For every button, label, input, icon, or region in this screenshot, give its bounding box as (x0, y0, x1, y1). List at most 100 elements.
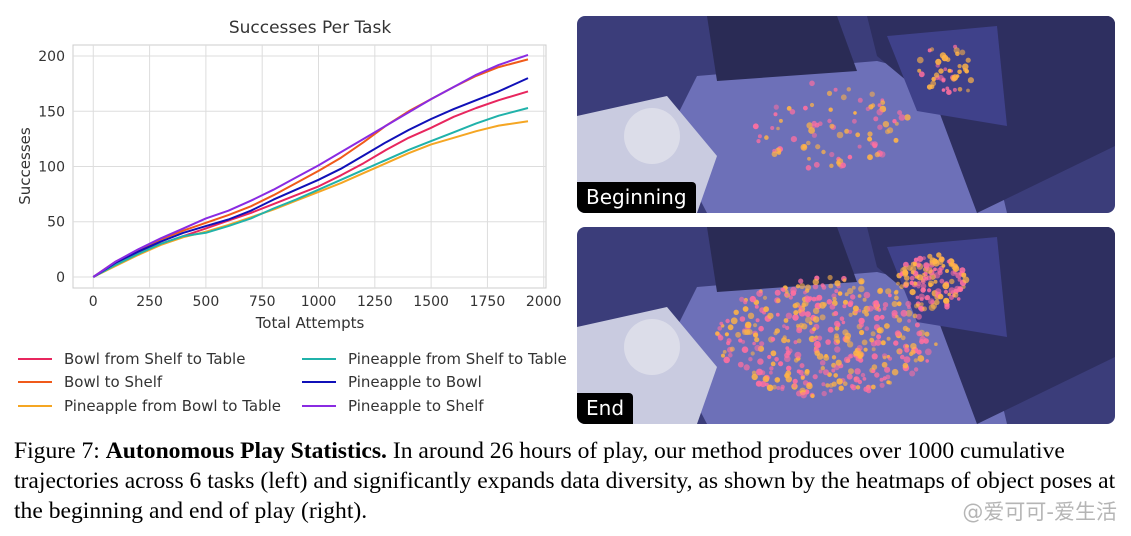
heat-dot (941, 54, 949, 62)
heat-dot (812, 374, 818, 380)
heat-dot (778, 118, 783, 123)
heat-dot (844, 292, 849, 297)
heat-dot (934, 342, 938, 346)
heat-dot (788, 295, 793, 300)
heat-dot (904, 347, 910, 353)
heat-dot (807, 156, 811, 161)
heat-dot (943, 298, 950, 304)
heat-dot (805, 284, 811, 291)
heat-dot (798, 369, 804, 376)
heat-dot (875, 303, 880, 308)
heat-dot (805, 316, 812, 324)
heat-dot (942, 282, 950, 290)
heat-dot (767, 312, 774, 320)
heat-dot (905, 344, 909, 349)
heat-dot (945, 86, 950, 91)
heat-dot (785, 325, 790, 330)
heat-dot (910, 270, 915, 275)
heat-dot (793, 310, 799, 316)
heat-dot (914, 303, 919, 309)
legend-label: Pineapple to Bowl (348, 373, 482, 391)
heat-dot (917, 355, 925, 362)
heat-dot (891, 301, 898, 307)
heat-dot (876, 109, 883, 116)
heat-dot (780, 287, 785, 292)
heat-dot (728, 352, 733, 358)
heat-dot (863, 291, 871, 299)
heat-dot (785, 312, 793, 319)
heat-dot (914, 322, 920, 328)
heat-dot (803, 105, 808, 111)
heat-dot (862, 297, 867, 302)
heat-dot (758, 325, 764, 332)
heat-dot (821, 285, 827, 290)
heat-dot (804, 311, 811, 318)
heat-dot (848, 300, 854, 306)
heat-dot (811, 132, 817, 138)
heat-dot (766, 384, 774, 392)
legend-swatch (302, 358, 336, 360)
heat-dot (928, 280, 934, 287)
heat-dot (900, 354, 905, 360)
heat-dot (952, 292, 959, 298)
heat-dot (905, 300, 912, 307)
heat-dot (853, 376, 860, 383)
heat-dot (785, 349, 790, 354)
heat-dot (844, 332, 852, 340)
heat-dot (924, 331, 930, 337)
heat-dot (812, 307, 820, 315)
heat-dot (909, 289, 916, 296)
figure-caption: Figure 7: Autonomous Play Statistics. In… (14, 436, 1119, 526)
heat-dot (861, 339, 868, 346)
heat-dot (778, 361, 784, 367)
heat-dot (894, 330, 901, 337)
heat-dot (812, 283, 819, 290)
heat-dot (946, 89, 952, 95)
heat-dot (753, 332, 759, 338)
heat-dot (831, 355, 837, 360)
heat-dot (966, 88, 970, 93)
heat-dot (730, 317, 738, 325)
heat-dot (848, 353, 854, 359)
heat-dot (896, 281, 900, 286)
heat-dot (840, 94, 847, 101)
heat-dot (864, 326, 870, 331)
heat-dot (957, 87, 963, 92)
heat-dot (944, 304, 950, 310)
heat-dot (936, 252, 942, 258)
heat-dot (803, 290, 807, 295)
heat-dot (867, 136, 873, 142)
heat-dot (920, 283, 927, 289)
heat-dot (893, 137, 899, 143)
heat-dot (860, 372, 866, 378)
heat-dot (848, 129, 853, 134)
heat-dot (821, 382, 826, 387)
heat-dot (859, 329, 865, 336)
heatmap-panel-end: End (577, 227, 1115, 424)
heat-dot (739, 296, 745, 302)
heat-dot (783, 318, 789, 323)
heat-dot (831, 381, 837, 387)
heat-dot (934, 299, 940, 305)
heat-dot (805, 165, 812, 171)
heat-dot (884, 323, 890, 329)
heat-dot (916, 349, 922, 355)
heat-dot (918, 71, 925, 78)
heat-dot (943, 67, 948, 71)
heat-dot (928, 298, 935, 305)
heat-dot (717, 326, 722, 331)
heat-dot (924, 266, 930, 272)
heat-dot (900, 335, 906, 341)
heat-dot (715, 331, 720, 336)
heat-dot (811, 120, 817, 126)
heat-dot (819, 360, 826, 366)
heat-dot (915, 295, 920, 300)
heat-dot (967, 77, 974, 84)
heat-dot (956, 297, 961, 301)
legend-item: Bowl to Shelf (18, 371, 162, 393)
heat-dot (909, 280, 914, 286)
heat-dot (726, 338, 732, 344)
heat-dot (898, 114, 906, 121)
heat-dot (933, 267, 937, 272)
heat-dot (756, 368, 763, 376)
